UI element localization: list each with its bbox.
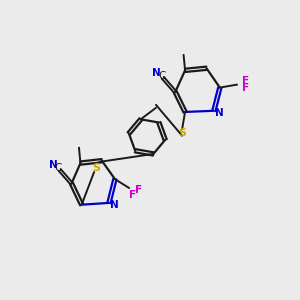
Text: F: F <box>242 76 249 86</box>
Text: C: C <box>158 71 165 81</box>
Text: F: F <box>129 190 136 200</box>
Text: C: C <box>55 163 62 173</box>
Text: N: N <box>152 68 161 78</box>
Text: S: S <box>92 164 101 173</box>
Text: N: N <box>110 200 119 210</box>
Text: N: N <box>49 160 58 170</box>
Text: F: F <box>242 83 249 94</box>
Text: F: F <box>134 185 142 195</box>
Text: S: S <box>178 128 186 138</box>
Text: N: N <box>215 108 224 118</box>
